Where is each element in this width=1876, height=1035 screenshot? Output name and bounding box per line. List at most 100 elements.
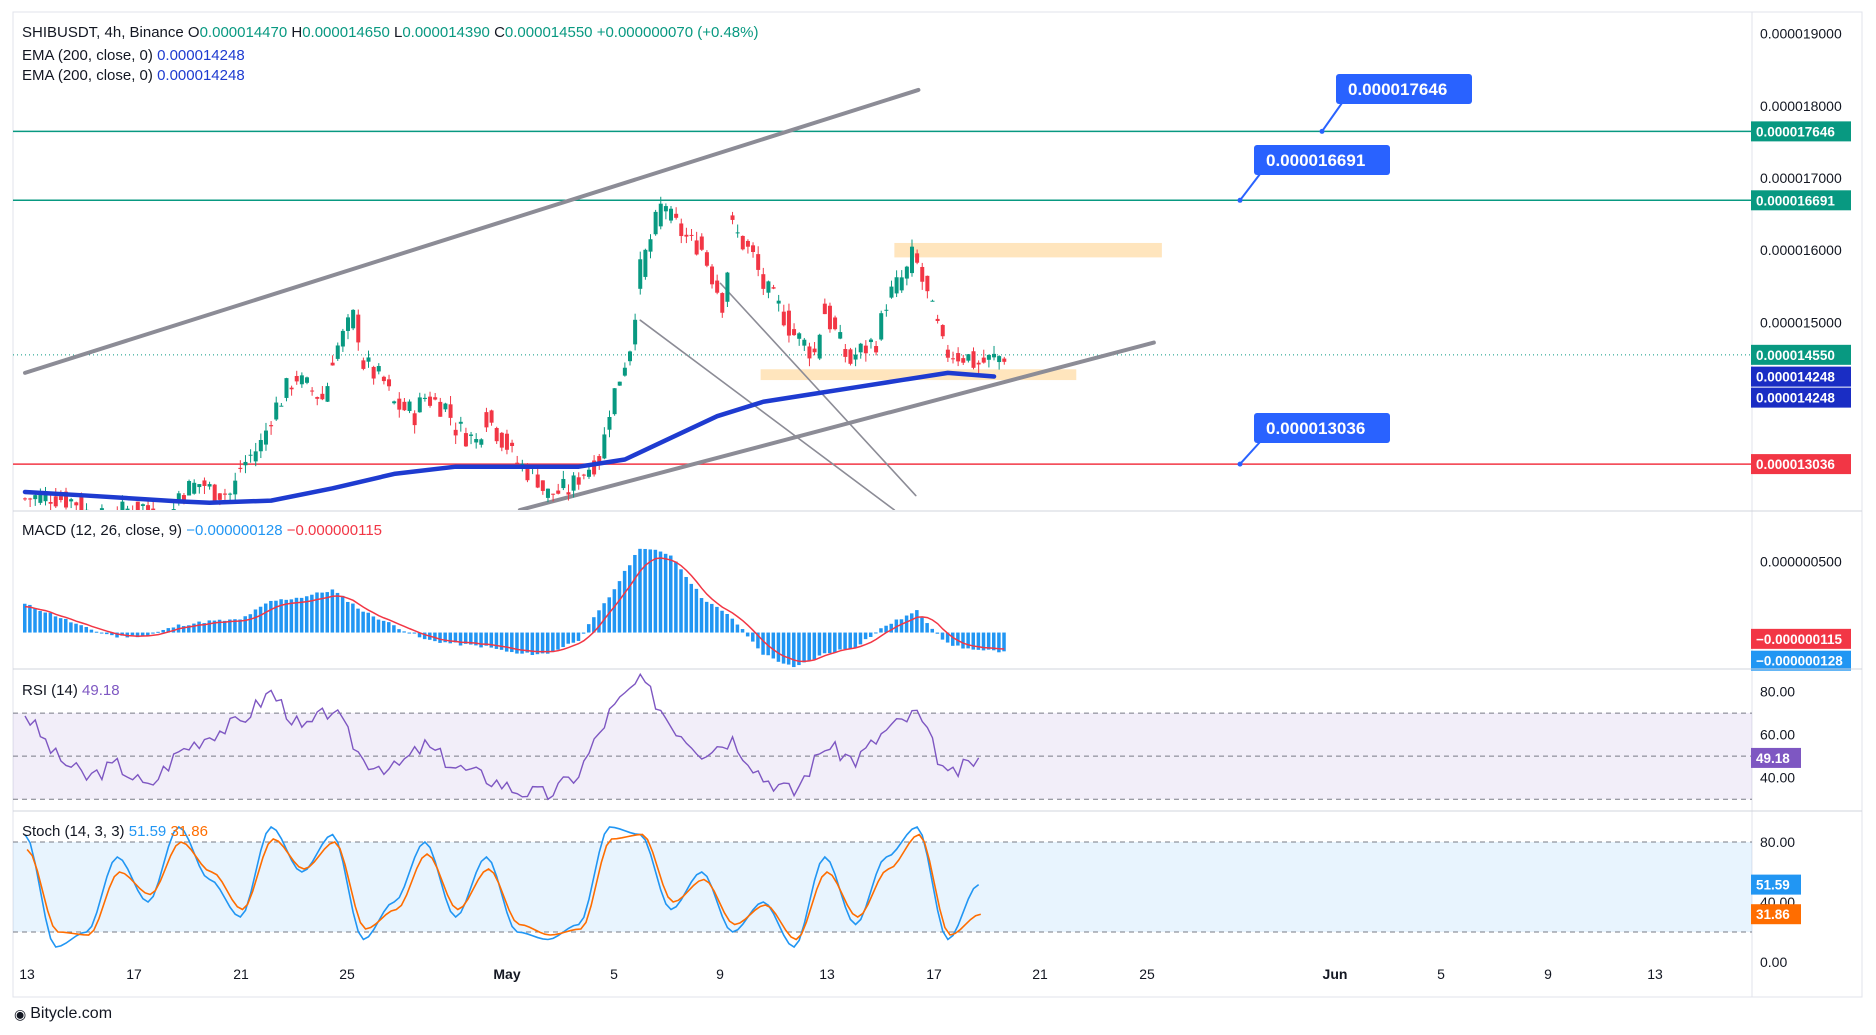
time-tick-label: 13 — [1647, 966, 1663, 982]
macd-histogram-bar — [925, 623, 929, 633]
macd-histogram-bar — [879, 628, 883, 633]
candle-body — [28, 498, 33, 500]
low-label: L — [393, 24, 403, 41]
macd-histogram-bar — [725, 613, 729, 633]
macd-histogram-bar — [397, 629, 401, 633]
macd-histogram-bar — [453, 632, 458, 643]
candle-body — [479, 439, 484, 445]
ema-legend-2[interactable]: EMA (200, close, 0) 0.000014248 — [22, 67, 245, 84]
macd-histogram-bar — [627, 565, 632, 633]
candle-body — [858, 343, 863, 353]
candle-body — [776, 300, 781, 304]
macd-histogram-bar — [130, 632, 135, 636]
macd-histogram-bar — [474, 632, 478, 646]
macd-histogram-bar — [258, 606, 263, 633]
candle-body — [294, 375, 299, 382]
candle-body — [202, 480, 207, 486]
low-value: 0.000014390 — [402, 24, 490, 41]
ema-200-line — [22, 370, 997, 506]
candle-body — [443, 403, 448, 410]
macd-histogram-bar — [704, 601, 709, 633]
price-axis[interactable]: 0.000019000 0.000018000 0.000017000 0.00001… — [1751, 26, 1851, 970]
candle-body — [469, 434, 474, 436]
macd-histogram-bar — [966, 632, 970, 649]
macd-histogram-bar — [617, 581, 622, 633]
candle-body — [212, 484, 217, 502]
macd-histogram-bar — [797, 632, 801, 666]
brand-footer[interactable]: ◉ Bitycle.com — [14, 1005, 112, 1023]
macd-histogram-bar — [366, 612, 371, 633]
price-legend: SHIBUSDT, 4h, Binance O0.000014470 H0.00… — [22, 24, 759, 41]
macd-histogram-bar — [745, 632, 750, 637]
candle-body — [458, 421, 463, 424]
macd-histogram-bar — [187, 625, 191, 633]
macd-pane — [23, 548, 1006, 668]
candle-body — [684, 234, 689, 237]
candle-body — [381, 376, 386, 382]
rsi-legend[interactable]: RSI (14) 49.18 — [22, 682, 120, 699]
candle-body — [679, 223, 684, 237]
macd-legend[interactable]: MACD (12, 26, close, 9) −0.000000128 −0.… — [22, 522, 382, 539]
macd-histogram-bar — [392, 625, 396, 633]
candle-body — [412, 413, 417, 426]
time-axis[interactable]: 13 17 21 25 May 5 9 13 17 21 25 Jun 5 9 13 — [19, 966, 1663, 982]
candle-body — [699, 236, 704, 250]
candle-body — [325, 386, 330, 402]
macd-histogram-bar — [961, 632, 965, 649]
candle-body — [971, 351, 976, 368]
stoch-legend[interactable]: Stoch (14, 3, 3) 51.59 31.86 — [22, 823, 208, 840]
macd-histogram-bar — [135, 632, 140, 638]
candlesticks — [23, 196, 1007, 510]
rsi-value-label: 49.18 — [1756, 751, 1790, 766]
macd-histogram-bar — [976, 632, 981, 650]
macd-histogram-bar — [694, 588, 699, 633]
candle-body — [79, 496, 84, 510]
symbol-title[interactable]: SHIBUSDT, 4h, Binance — [22, 24, 184, 41]
pane-separators[interactable] — [13, 510, 1862, 812]
macd-histogram-bar — [643, 548, 647, 633]
candle-body — [945, 349, 950, 358]
candle-body — [397, 398, 402, 410]
candle-body — [622, 367, 627, 376]
macd-histogram-bar — [638, 548, 642, 633]
candle-body — [992, 353, 997, 358]
candle-body — [535, 474, 540, 488]
trendlines — [23, 87, 1156, 510]
macd-histogram-bar — [192, 623, 196, 633]
candle-body — [510, 442, 515, 446]
candle-body — [448, 404, 453, 418]
macd-histogram-bar — [228, 619, 232, 633]
candle-body — [504, 433, 509, 450]
candle-body — [556, 490, 561, 494]
candle-body — [904, 266, 909, 279]
change-value: +0.000000070 (+0.48%) — [596, 24, 759, 41]
macd-histogram-bar — [956, 632, 960, 646]
candle-body — [669, 208, 674, 221]
level-callout-pointer — [1239, 441, 1261, 465]
macd-histogram-bar — [53, 616, 58, 633]
rsi-value: 49.18 — [82, 682, 120, 699]
candle-body — [207, 484, 212, 487]
macd-histogram-bar — [576, 632, 581, 641]
macd-histogram-bar — [730, 618, 735, 633]
level-axis-tag — [1751, 121, 1851, 142]
candle-body — [346, 317, 351, 331]
macd-histogram-bar — [289, 599, 294, 633]
open-label: O — [187, 24, 200, 41]
ema-legend-1[interactable]: EMA (200, close, 0) 0.000014248 — [22, 47, 245, 64]
candle-body — [197, 484, 202, 488]
current-price-label: 0.000014550 — [1756, 348, 1835, 363]
macd-histogram-bar — [653, 549, 658, 633]
price-tick-label: 0.000015000 — [1760, 314, 1842, 330]
macd-histogram-bar — [530, 632, 535, 656]
candle-body — [940, 325, 945, 337]
candle-body — [351, 309, 356, 329]
macd-histogram-bar — [146, 632, 150, 636]
candle-body — [484, 412, 489, 428]
candle-body — [997, 356, 1002, 363]
macd-histogram-bar — [766, 632, 770, 656]
macd-histogram-bar — [381, 620, 386, 633]
chart-background — [12, 11, 1863, 998]
candle-body — [69, 499, 74, 502]
